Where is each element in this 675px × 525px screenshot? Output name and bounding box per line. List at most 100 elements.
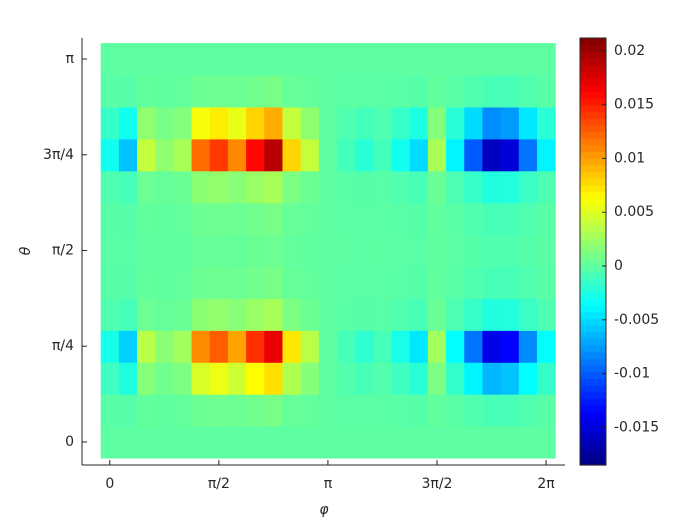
heat-cell [464,170,484,204]
heat-cell [409,170,429,204]
heat-cell [282,106,302,140]
colorbar-segment [580,298,606,306]
heat-cell [518,106,538,140]
heat-cell [464,266,484,299]
heat-cell [482,330,502,363]
heat-cell [518,298,538,331]
colorbar-segment [580,331,606,339]
heat-cell [118,362,138,395]
heat-cell [427,330,447,363]
heat-cell [155,426,174,459]
heat-cell [482,138,502,172]
heat-cell [155,74,174,108]
heat-cell [373,202,393,236]
heat-cell [391,266,411,299]
heat-cell [446,394,465,427]
heat-cell [409,426,429,459]
heat-cell [482,394,502,427]
heat-cell [246,394,265,427]
heat-cell [137,330,156,363]
heat-cell [427,43,447,76]
heat-cell [355,330,374,363]
heat-cell [118,330,138,363]
heat-cell [409,43,429,76]
heat-cell [518,330,538,363]
heat-cell [337,202,356,236]
heat-cell [518,43,538,76]
heat-cell [118,106,138,140]
heat-cell [482,202,502,236]
colorbar-segment [580,364,606,373]
heat-cell [446,202,465,236]
heat-cell [246,74,265,108]
heat-cell [391,426,411,459]
heat-cell [137,43,156,76]
heat-cell [318,426,338,459]
heat-cell [137,298,156,331]
heat-cell [446,266,465,299]
heat-cell [409,74,429,108]
x-axis-label: φ [319,502,329,518]
colorbar-segment [580,451,606,459]
heat-cell [282,298,302,331]
heat-cell [446,138,465,172]
heat-cell [355,234,374,268]
heat-cell [118,234,138,268]
heat-cell [173,298,193,331]
heat-cell [355,202,374,236]
heat-cell [464,234,484,268]
colorbar-segment [580,271,606,279]
heat-cell [191,138,211,172]
x-tick-label: 3π/2 [422,476,453,492]
heat-cell [300,43,320,76]
heat-cell [518,426,538,459]
heat-cell [300,426,320,459]
heat-cell [500,266,520,299]
heat-cell [373,330,393,363]
heat-cell [246,43,265,76]
heat-cell [191,74,211,108]
heat-cell [191,394,211,427]
heat-cell [137,170,156,204]
heat-cell [173,106,193,140]
heat-cell [191,43,211,76]
heat-cell [391,362,411,395]
heat-cell [409,362,429,395]
x-tick-label: π/2 [208,476,230,492]
heat-cell [209,106,229,140]
colorbar-segment [580,204,606,213]
colorbar-segment [580,131,606,139]
heat-cell [100,426,120,459]
heat-cell [209,330,229,363]
heat-cell [282,426,302,459]
heat-cell [518,266,538,299]
colorbar-segment [580,324,606,333]
heat-cell [536,43,556,76]
heat-cell [500,234,520,268]
heat-cell [427,234,447,268]
heat-cell [282,43,302,76]
colorbar-segment [580,458,606,466]
heat-cell [446,298,465,331]
heat-cell [373,426,393,459]
heat-cell [137,426,156,459]
heat-cell [264,362,284,395]
colorbar-segment [580,311,606,319]
heat-cell [409,202,429,236]
heat-cell [209,170,229,204]
heat-cell [100,106,120,140]
heat-cell [264,106,284,140]
colorbar-segment [580,118,606,126]
heat-cell [373,394,393,427]
heat-cell [246,138,265,172]
colorbar-segment [580,224,606,233]
heat-cell [464,330,484,363]
heat-cell [427,266,447,299]
heat-cell [191,298,211,331]
colorbar-segment [580,38,606,46]
heat-cell [446,74,465,108]
heat-cell [100,138,120,172]
heat-cell [173,234,193,268]
heat-cell [337,266,356,299]
heat-cell [227,202,247,236]
